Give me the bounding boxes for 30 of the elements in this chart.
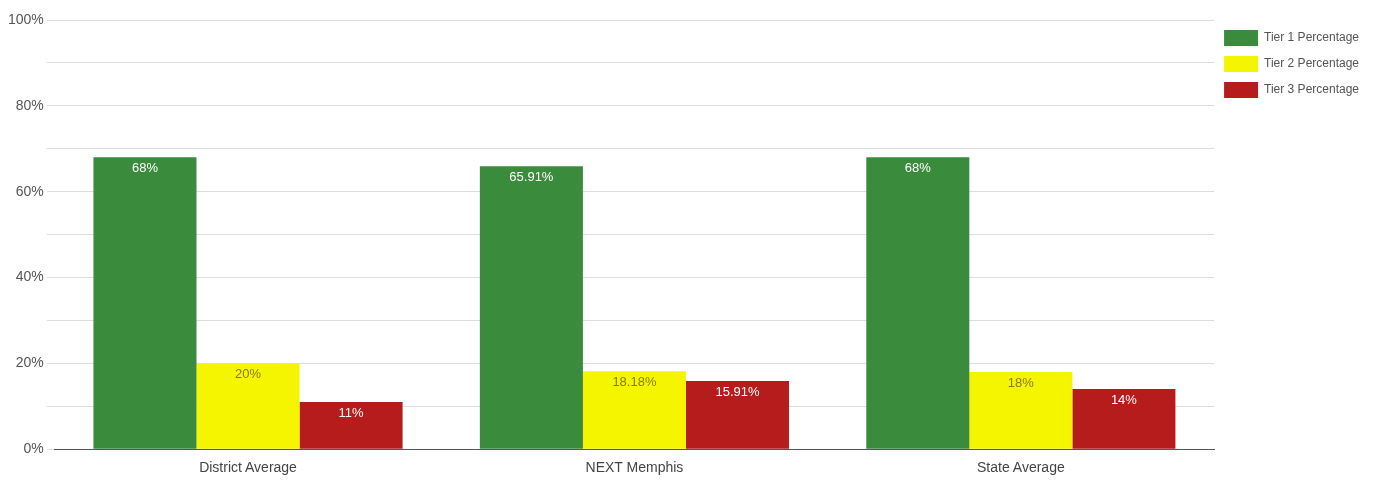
data-label: 15.91% (715, 383, 760, 399)
y-tick-label: 0% (23, 440, 44, 457)
legend-label: Tier 1 Percentage (1264, 30, 1360, 45)
bar (479, 166, 583, 449)
legend-label: Tier 3 Percentage (1264, 82, 1360, 97)
bar (299, 401, 403, 449)
data-label: 65.91% (509, 169, 554, 185)
x-tick-label: District Average (199, 459, 298, 476)
data-label: 18.18% (612, 374, 657, 390)
data-label: 18% (1007, 375, 1035, 391)
y-tick-label: 20% (15, 354, 44, 371)
data-label: 11% (338, 405, 365, 421)
bar (582, 371, 686, 449)
bar (1072, 389, 1176, 449)
y-tick-label: 80% (15, 96, 44, 113)
bar (93, 157, 197, 449)
bar (196, 363, 300, 449)
x-tick-label: NEXT Memphis (585, 459, 684, 476)
data-label: 20% (235, 366, 262, 382)
y-tick-label: 100% (7, 10, 44, 27)
bar (866, 157, 970, 449)
data-label: 14% (1110, 392, 1138, 408)
y-tick-label: 40% (15, 268, 44, 285)
bar (969, 371, 1073, 449)
x-tick-label: State Average (977, 459, 1065, 476)
data-label: 68% (904, 160, 932, 176)
bar (685, 380, 789, 449)
legend-label: Tier 2 Percentage (1264, 56, 1360, 71)
y-tick-label: 60% (15, 182, 44, 199)
data-label: 68% (131, 160, 159, 176)
